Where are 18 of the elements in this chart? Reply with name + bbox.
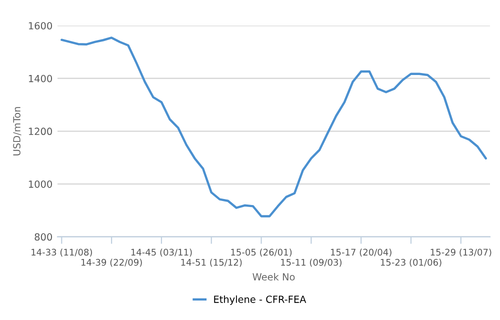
- line-series: [60, 36, 487, 218]
- x-tick-label: 15-29 (13/07): [430, 248, 492, 257]
- y-axis-title: USD/mTon: [13, 107, 22, 156]
- x-tick-label: 14-51 (15/12): [181, 258, 242, 267]
- legend-label: Ethylene - CFR-FEA: [214, 295, 306, 305]
- x-tick-label: 14-45 (03/11): [131, 248, 192, 257]
- x-axis-title: Week No: [252, 273, 295, 281]
- y-tick-label: 1000: [28, 180, 52, 188]
- x-tick-label: 14-33 (11/08): [32, 248, 92, 257]
- y-tick-label: 800: [34, 233, 52, 241]
- y-tick-label: 1200: [28, 128, 52, 136]
- x-tick-label: 15-23 (01/06): [380, 258, 442, 267]
- y-tick-label: 1400: [28, 74, 52, 82]
- x-tick-label: 15-05 (26/01): [231, 248, 292, 257]
- x-tick-label: 14-39 (22/09): [81, 258, 142, 267]
- x-tick-label: 15-11 (09/03): [281, 258, 342, 267]
- x-tick-label: 15-17 (20/04): [330, 248, 392, 257]
- y-tick-label: 1600: [28, 22, 52, 30]
